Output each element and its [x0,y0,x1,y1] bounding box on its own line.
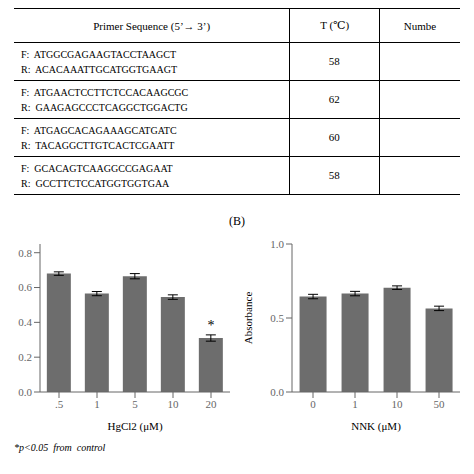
svg-text:NNK (μM): NNK (μM) [351,420,401,433]
html-text:R: GCCTTCTCCATGGTGGTGAA: R: GCCTTCTCCATGGTGGTGAA [21,177,170,189]
html-text:F: GCACAGTCAAGGCCGAGAAT: F: GCACAGTCAAGGCCGAGAAT [21,162,173,174]
svg-text:10: 10 [392,398,404,410]
svg-text:0: 0 [310,398,316,410]
html-text:Numbe: Numbe [403,19,437,32]
html-text:*p<0.05 from control: *p<0.05 from control [14,442,106,453]
html-text:58: 58 [328,55,340,67]
svg-text:0.4: 0.4 [18,316,32,328]
html-text:(B): (B) [229,214,245,228]
html-text:R: GAAGAGCCCTCAGGCTGGACTG: R: GAAGAGCCCTCAGGCTGGACTG [21,101,188,113]
html-text:62: 62 [328,93,340,105]
svg-text:50: 50 [434,398,446,410]
svg-text:*: * [208,318,215,333]
svg-text:0.0: 0.0 [270,386,284,398]
html-text:F: ATGAACTCCTTCTCCACAAGCGC: F: ATGAACTCCTTCTCCACAAGCGC [21,86,189,98]
html-text:T (℃): T (℃) [320,19,350,31]
svg-text:0.6: 0.6 [18,281,32,293]
svg-text:Absorbance: Absorbance [242,292,254,345]
html-text:F: ATGGCGAGAAGTACCTAAGCT: F: ATGGCGAGAAGTACCTAAGCT [21,48,177,60]
svg-text:10: 10 [168,398,180,410]
svg-text:1: 1 [352,398,358,410]
html-text:R: ACACAAATTGCATGGTGAAGT: R: ACACAAATTGCATGGTGAAGT [21,63,178,75]
svg-text:0.8: 0.8 [18,247,32,259]
html-text:60: 60 [328,131,340,143]
html-text:R: TACAGGCTTGTCACTCGAATT: R: TACAGGCTTGTCACTCGAATT [21,139,175,151]
svg-text:0.0: 0.0 [18,386,32,398]
html-text:58: 58 [328,169,340,181]
svg-text:.5: .5 [55,398,64,410]
html-text:Primer Sequence (5’→ 3’): Primer Sequence (5’→ 3’) [93,19,211,32]
svg-text:0.5: 0.5 [270,312,284,324]
svg-text:20: 20 [206,398,218,410]
svg-text:1.0: 1.0 [270,238,284,250]
svg-text:1: 1 [94,398,100,410]
svg-text:5: 5 [132,398,138,410]
svg-text:0.2: 0.2 [18,351,32,363]
svg-text:HgCl2 (μM): HgCl2 (μM) [107,420,162,433]
html-text:F: ATGAGCACAGAAAGCATGATC: F: ATGAGCACAGAAAGCATGATC [21,124,177,136]
